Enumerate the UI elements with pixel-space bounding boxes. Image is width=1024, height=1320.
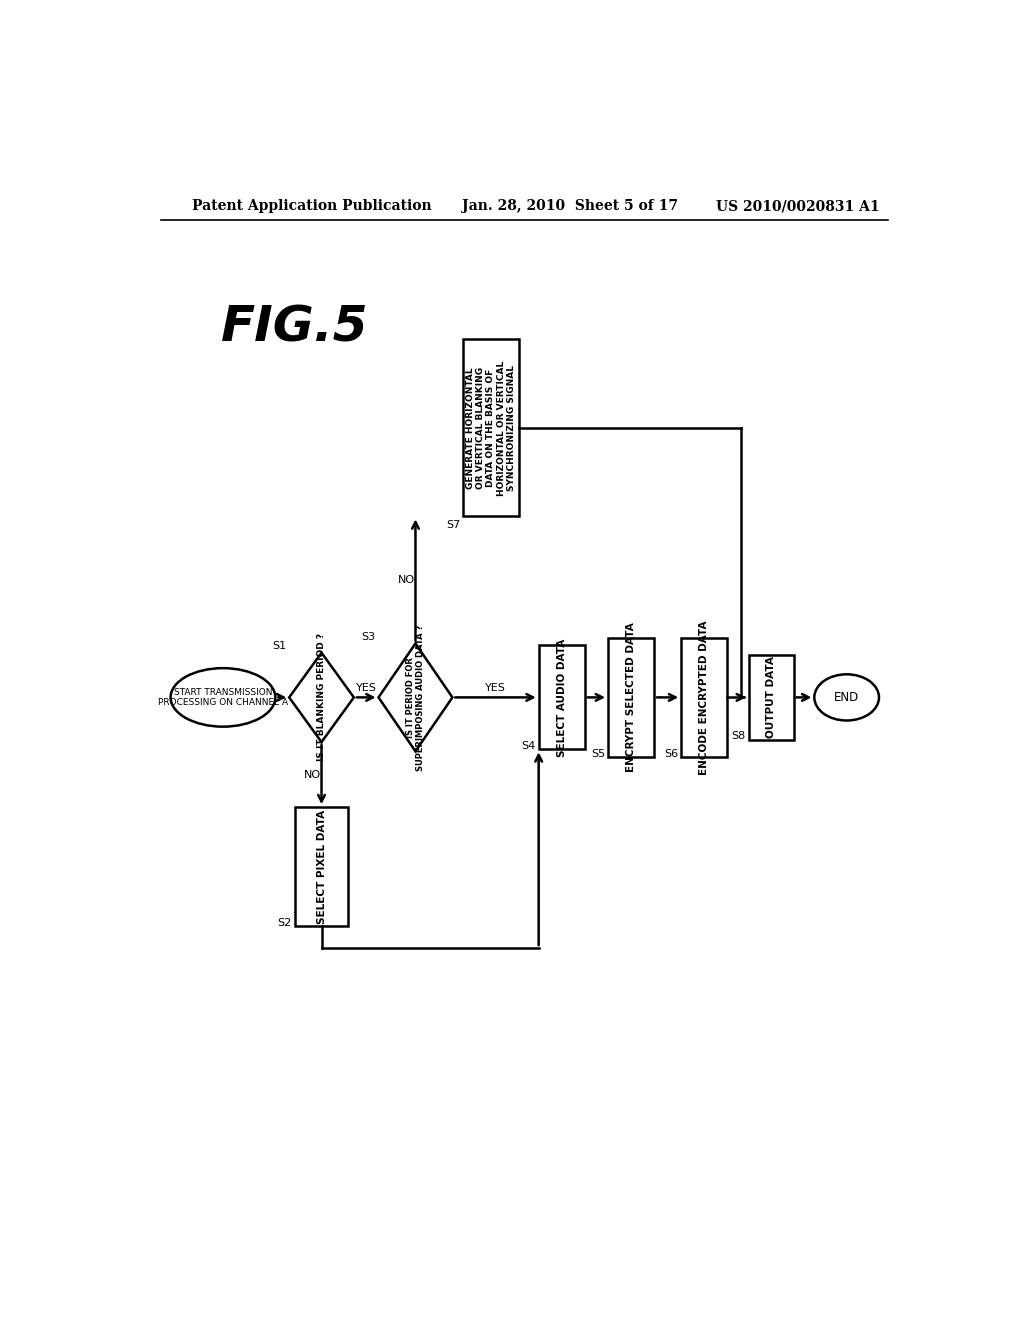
Text: Jan. 28, 2010  Sheet 5 of 17: Jan. 28, 2010 Sheet 5 of 17 [462,199,678,213]
Text: S1: S1 [272,642,286,651]
Text: S7: S7 [445,520,460,529]
Text: Patent Application Publication: Patent Application Publication [193,199,432,213]
Text: NO: NO [304,770,321,780]
Text: S8: S8 [731,731,745,742]
Bar [295,807,348,927]
Text: S5: S5 [591,748,605,759]
Text: OUTPUT DATA: OUTPUT DATA [766,656,776,738]
Text: IS IT BLANKING PERIOD ?: IS IT BLANKING PERIOD ? [317,634,326,762]
Text: S4: S4 [521,741,536,751]
Bar [539,645,585,750]
Text: ENCRYPT SELECTED DATA: ENCRYPT SELECTED DATA [626,623,636,772]
Text: NO: NO [397,576,415,585]
Text: YES: YES [355,684,377,693]
Text: SELECT AUDIO DATA: SELECT AUDIO DATA [557,639,566,756]
Text: S2: S2 [278,917,292,928]
Text: FIG.5: FIG.5 [221,304,369,352]
Text: GENERATE HORIZONTAL
OR VERTICAL BLANKING
DATA ON THE BASIS OF
HORIZONTAL OR VERT: GENERATE HORIZONTAL OR VERTICAL BLANKING… [466,360,516,495]
Bar [681,638,727,758]
Bar [608,638,654,758]
Text: US 2010/0020831 A1: US 2010/0020831 A1 [716,199,880,213]
Text: START TRANSMISSION
PROCESSING ON CHANNEL A: START TRANSMISSION PROCESSING ON CHANNEL… [158,688,288,708]
Text: S3: S3 [361,632,376,642]
Bar [463,339,518,516]
Text: IS IT PERIOD FOR
SUPERIMPOSING AUDIO DATA ?: IS IT PERIOD FOR SUPERIMPOSING AUDIO DAT… [406,624,425,771]
Text: YES: YES [485,684,506,693]
Text: END: END [834,690,859,704]
Text: S6: S6 [664,748,678,759]
Bar [749,655,794,739]
Text: ENCODE ENCRYPTED DATA: ENCODE ENCRYPTED DATA [699,620,710,775]
Text: SELECT PIXEL DATA: SELECT PIXEL DATA [316,809,327,924]
